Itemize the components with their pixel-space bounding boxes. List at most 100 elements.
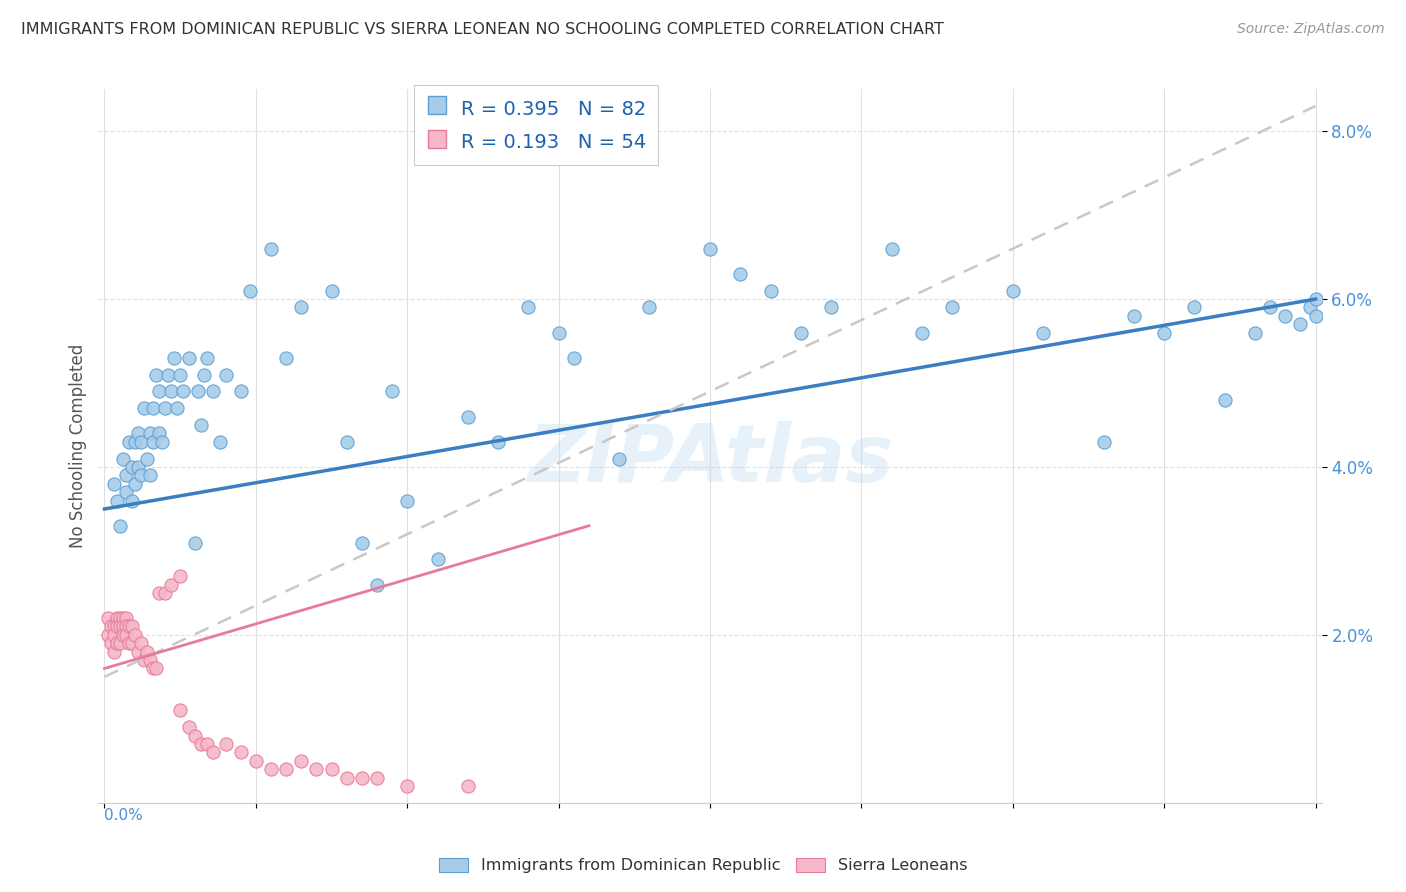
Point <box>160 384 183 399</box>
Point <box>103 645 125 659</box>
Point <box>486 434 509 449</box>
Point <box>607 451 630 466</box>
Point <box>179 351 201 365</box>
Point <box>202 746 225 760</box>
Point <box>759 284 782 298</box>
Point <box>911 326 934 340</box>
Point <box>139 653 162 667</box>
Point <box>118 434 141 449</box>
Point <box>105 493 128 508</box>
Point <box>124 476 146 491</box>
Point <box>193 368 215 382</box>
Point <box>426 552 449 566</box>
Point <box>108 611 131 625</box>
Point <box>124 628 146 642</box>
Point <box>457 409 479 424</box>
Point <box>187 384 209 399</box>
Point <box>105 611 128 625</box>
Point <box>190 417 212 432</box>
Point <box>457 779 479 793</box>
Point <box>163 351 186 365</box>
Point <box>166 401 188 416</box>
Point <box>190 737 212 751</box>
Point <box>105 636 128 650</box>
Legend: Immigrants from Dominican Republic, Sierra Leoneans: Immigrants from Dominican Republic, Sier… <box>433 851 973 880</box>
Point <box>1213 392 1236 407</box>
Point <box>290 754 312 768</box>
Point <box>145 661 167 675</box>
Point <box>276 762 298 776</box>
Point <box>396 493 419 508</box>
Point <box>169 569 191 583</box>
Point <box>517 301 540 315</box>
Point <box>124 434 146 449</box>
Point <box>547 326 569 340</box>
Point <box>172 384 194 399</box>
Point <box>1184 301 1206 315</box>
Point <box>699 242 721 256</box>
Point <box>1092 434 1115 449</box>
Point <box>153 586 176 600</box>
Point <box>108 619 131 633</box>
Point <box>1122 309 1144 323</box>
Text: IMMIGRANTS FROM DOMINICAN REPUBLIC VS SIERRA LEONEAN NO SCHOOLING COMPLETED CORR: IMMIGRANTS FROM DOMINICAN REPUBLIC VS SI… <box>21 22 943 37</box>
Point <box>105 619 128 633</box>
Point <box>129 468 152 483</box>
Point <box>139 468 162 483</box>
Point <box>118 636 141 650</box>
Point <box>160 577 183 591</box>
Point <box>1305 292 1327 306</box>
Point <box>121 460 143 475</box>
Point <box>239 284 262 298</box>
Point <box>142 401 165 416</box>
Point <box>260 762 283 776</box>
Point <box>127 426 149 441</box>
Point <box>1298 301 1320 315</box>
Point <box>111 619 134 633</box>
Point <box>103 476 125 491</box>
Point <box>197 351 219 365</box>
Point <box>208 434 231 449</box>
Point <box>121 636 143 650</box>
Point <box>276 351 298 365</box>
Point <box>150 434 173 449</box>
Point <box>148 586 170 600</box>
Point <box>127 645 149 659</box>
Point <box>108 518 131 533</box>
Point <box>103 628 125 642</box>
Point <box>135 451 157 466</box>
Point <box>1289 318 1312 332</box>
Point <box>350 771 373 785</box>
Point <box>127 460 149 475</box>
Point <box>202 384 225 399</box>
Point <box>790 326 813 340</box>
Point <box>1032 326 1054 340</box>
Point <box>1258 301 1281 315</box>
Point <box>1274 309 1296 323</box>
Point <box>148 384 170 399</box>
Point <box>142 434 165 449</box>
Point <box>214 737 236 751</box>
Point <box>100 619 122 633</box>
Point <box>145 368 167 382</box>
Point <box>381 384 404 399</box>
Point <box>179 720 201 734</box>
Point <box>730 267 752 281</box>
Point <box>121 493 143 508</box>
Point <box>139 426 162 441</box>
Point <box>118 619 141 633</box>
Point <box>260 242 283 256</box>
Text: 0.0%: 0.0% <box>104 808 143 822</box>
Point <box>135 645 157 659</box>
Point <box>366 771 388 785</box>
Point <box>103 619 125 633</box>
Point <box>880 242 903 256</box>
Point <box>111 628 134 642</box>
Point <box>148 426 170 441</box>
Point <box>321 284 343 298</box>
Point <box>114 485 136 500</box>
Point <box>1244 326 1267 340</box>
Point <box>229 746 252 760</box>
Point <box>114 628 136 642</box>
Point <box>396 779 419 793</box>
